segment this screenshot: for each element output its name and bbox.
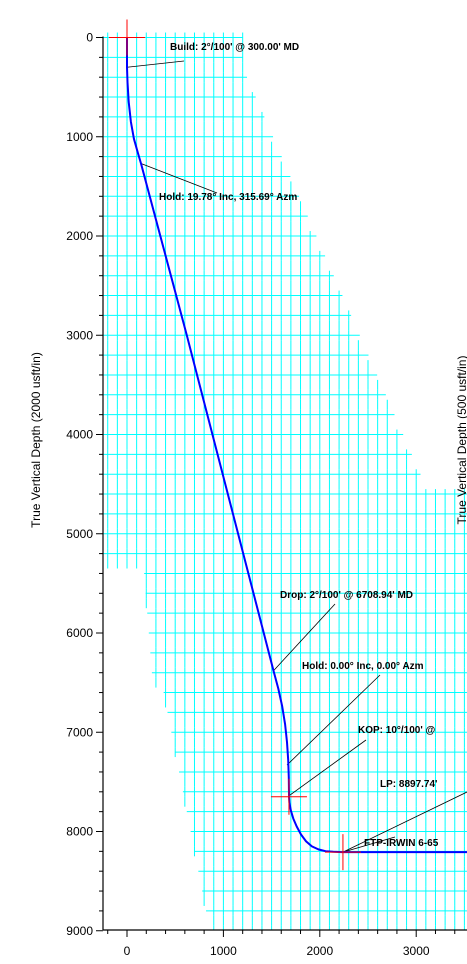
y-tick-label: 6000 <box>66 626 93 640</box>
annotation-leader <box>342 791 467 853</box>
grid-layer <box>103 32 467 930</box>
annotation-label: LP: 8897.74' <box>380 779 437 790</box>
y-tick-label: 8000 <box>66 825 93 839</box>
annotation-label: FTP-IRWIN 6-65 <box>364 838 439 849</box>
annotation-leader <box>286 674 381 766</box>
target-marker <box>324 834 361 871</box>
x-tick-label: 1000 <box>210 944 237 958</box>
annotation-label: KOP: 10°/100' @ <box>358 725 436 736</box>
target-marker <box>270 778 307 815</box>
y-tick-label: 0 <box>86 31 93 45</box>
annotation-leader <box>140 163 218 194</box>
marker-layer <box>109 19 361 871</box>
annotation-leader <box>273 603 336 671</box>
y-tick-label: 4000 <box>66 428 93 442</box>
annotation-leader <box>126 60 185 68</box>
y-tick-label: 1000 <box>66 130 93 144</box>
well-path-line <box>126 37 467 854</box>
target-marker <box>109 19 145 56</box>
annotation-leader <box>288 739 367 797</box>
annotation-label: Hold: 19.78° Inc, 315.69° Azm <box>159 192 297 203</box>
annotation-leader <box>342 836 396 853</box>
path-layer <box>126 37 467 854</box>
axes-layer: 0 1000 2000 3000 4000 5000 6000 7000 8000 9000 0 10… <box>66 31 467 958</box>
y-tick-label: 2000 <box>66 229 93 243</box>
annotation-label: Drop: 2°/100' @ 6708.94' MD <box>280 590 413 601</box>
y-tick-label: 7000 <box>66 725 93 739</box>
y-tick-label: 9000 <box>66 924 93 938</box>
y-axis-title: True Vertical Depth (2000 usft/in) <box>29 352 43 528</box>
y-axis-title-right: True Vertical Depth (500 usft/in) <box>455 356 467 525</box>
y-tick-label: 3000 <box>66 328 93 342</box>
annotation-label: Hold: 0.00° Inc, 0.00° Azm <box>302 661 424 672</box>
annotation-label: Build: 2°/100' @ 300.00' MD <box>170 42 299 53</box>
y-tick-label: 5000 <box>66 527 93 541</box>
x-tick-label: 3000 <box>403 944 430 958</box>
x-tick-label: 0 <box>124 944 131 958</box>
annotation-layer: Build: 2°/100' @ 300.00' MD Hold: 19.78° … <box>126 42 467 853</box>
x-tick-label: 2000 <box>306 944 333 958</box>
